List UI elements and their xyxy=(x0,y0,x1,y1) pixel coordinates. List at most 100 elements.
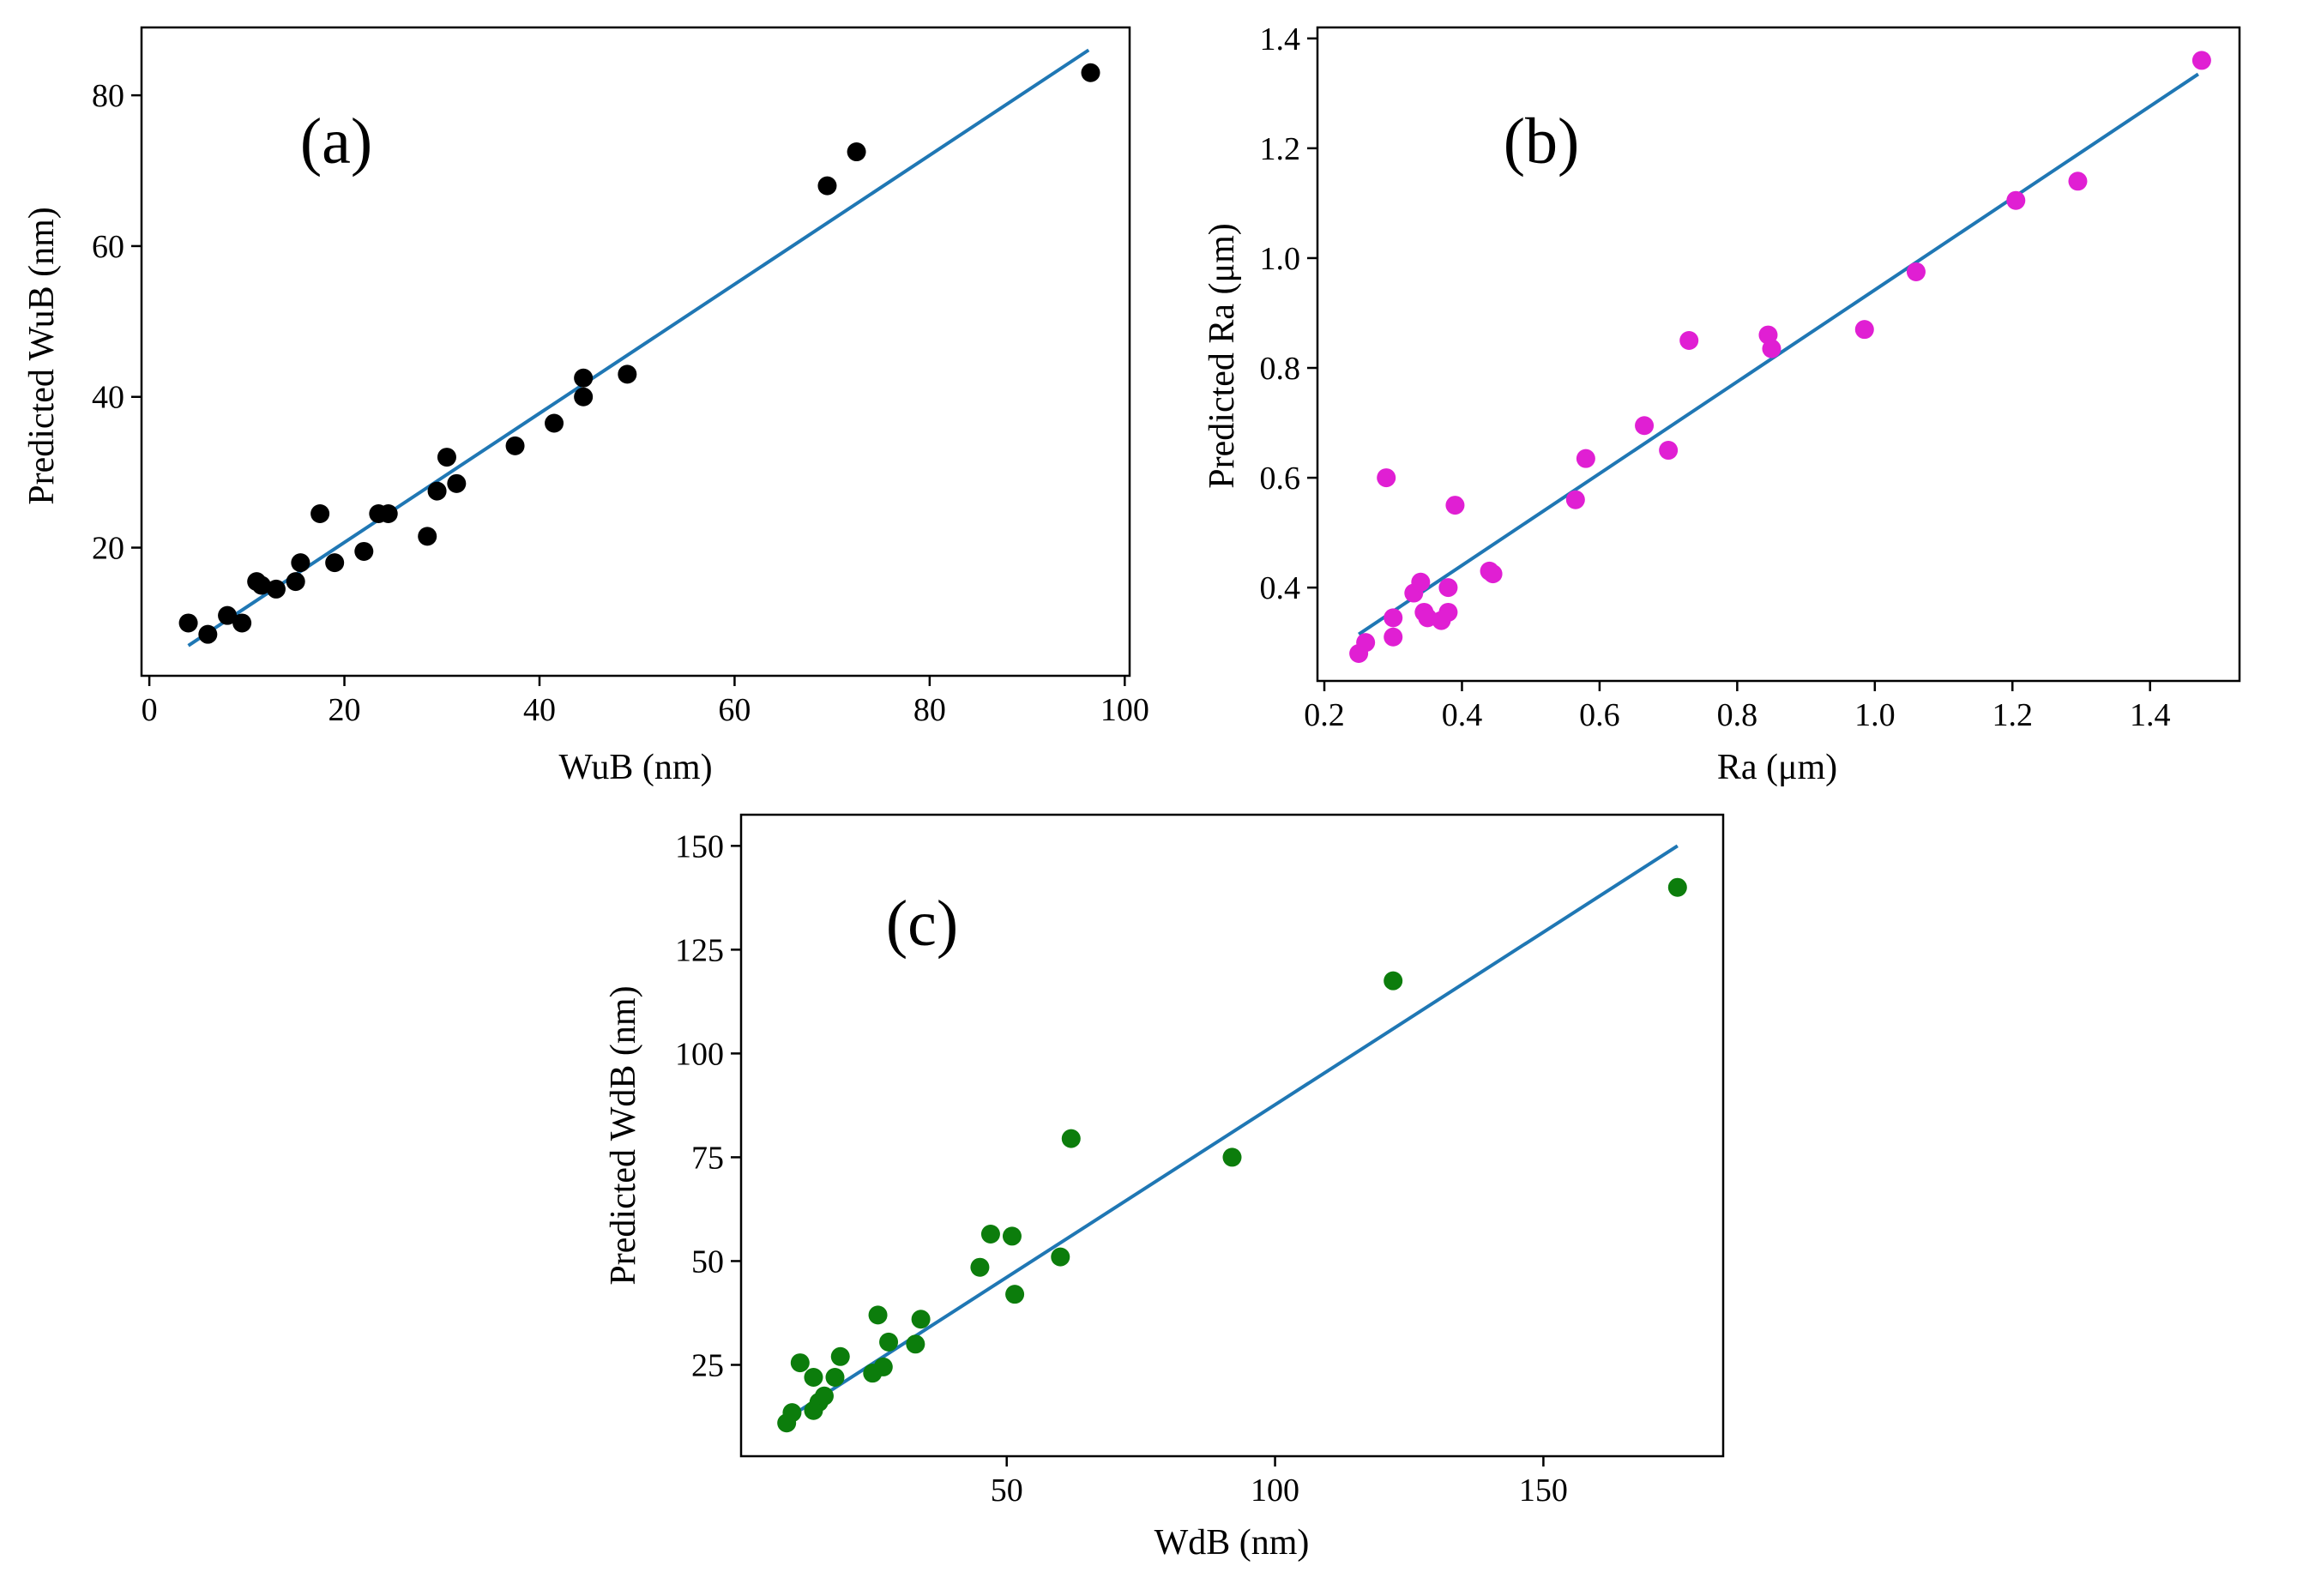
panel-a-data-point xyxy=(218,605,238,625)
panel-b-x-tick-label: 1.0 xyxy=(1854,697,1896,733)
panel-c-data-point xyxy=(873,1357,893,1376)
panel-a-data-point xyxy=(447,473,467,493)
panel-b-data-point xyxy=(1854,320,1874,340)
panel-a-x-tick-label: 100 xyxy=(1100,692,1149,728)
panel-a-data-point xyxy=(378,504,398,523)
panel-c-data-point xyxy=(1061,1129,1081,1148)
panel-a-y-tick-label: 80 xyxy=(92,78,124,114)
panel-b-data-point xyxy=(1576,449,1595,468)
panel-b-data-point xyxy=(1906,262,1926,281)
panel-c-x-tick-label: 100 xyxy=(1251,1473,1299,1509)
panel-a-data-point xyxy=(251,575,271,595)
panel-a-x-tick-label: 80 xyxy=(913,692,946,728)
panel-c-y-tick-label: 50 xyxy=(691,1244,724,1280)
panel-a-y-tick-label: 20 xyxy=(92,531,124,567)
panel-b-x-tick-label: 0.6 xyxy=(1579,697,1620,733)
panel-c-label: (c) xyxy=(886,888,958,960)
panel-c-x-axis-title: WdB (nm) xyxy=(1154,1523,1310,1563)
panel-c-data-point xyxy=(825,1368,845,1388)
panel-b-data-point xyxy=(1411,572,1431,592)
panel-b-data-point xyxy=(2006,190,2026,210)
panel-c-data-point xyxy=(1005,1285,1025,1304)
panel-b-x-tick-label: 0.2 xyxy=(1304,697,1345,733)
panel-c-x-tick-label: 50 xyxy=(991,1473,1023,1509)
panel-c-data-point xyxy=(1222,1147,1242,1167)
panel-b-x-tick-label: 1.4 xyxy=(2130,697,2171,733)
panel-a-x-tick-label: 40 xyxy=(523,692,556,728)
panel-c-data-point xyxy=(868,1305,888,1325)
panel-c-data-point xyxy=(1051,1247,1070,1267)
panel-b-x-tick-label: 0.8 xyxy=(1717,697,1758,733)
panel-b-data-point xyxy=(1384,627,1403,647)
panel-b-y-tick-label: 1.4 xyxy=(1260,21,1301,57)
panel-b-data-point xyxy=(1356,633,1376,653)
panel-a-data-point xyxy=(437,448,456,467)
panel-b-y-tick-label: 1.0 xyxy=(1260,241,1301,277)
panel-a-y-tick-label: 40 xyxy=(92,380,124,416)
panel-c-data-point xyxy=(1384,971,1403,991)
panel-b-data-point xyxy=(2068,172,2088,191)
panel-a-data-point xyxy=(545,413,564,433)
panel-a-y-axis-title: Predicted WuB (nm) xyxy=(22,207,62,504)
panel-c-data-point xyxy=(804,1368,823,1388)
panel-b-y-axis-title: Predicted Ra (μm) xyxy=(1203,223,1242,488)
panel-a: 0 20 40 60 80 100 20 40 60 80 (a) WuB (nm) Predic… xyxy=(22,26,1149,787)
panel-b-data-point xyxy=(1438,602,1458,622)
panel-c-data-point xyxy=(911,1310,931,1329)
panel-b-data-point xyxy=(2191,51,2211,70)
panel-a-data-point xyxy=(354,541,374,561)
panel-c-y-axis-title: Predicted WdB (nm) xyxy=(604,985,643,1285)
panel-a-data-point xyxy=(618,364,637,384)
panel-a-fit-line xyxy=(187,48,1090,647)
panel-b-data-point xyxy=(1565,490,1585,509)
panel-b-data-point xyxy=(1445,496,1465,515)
panel-c-y-tick-label: 150 xyxy=(675,828,724,864)
panel-b-x-axis-title: Ra (μm) xyxy=(1717,748,1837,787)
panel-b-y-tick-label: 0.6 xyxy=(1260,461,1301,497)
panel-c-data-point xyxy=(782,1403,802,1423)
panel-b-x-tick-label: 1.2 xyxy=(1992,697,2034,733)
panel-b: 0.2 0.4 0.6 0.8 1.0 1.2 1.40.40.60.81.01.21.4 … xyxy=(1203,21,2241,787)
panel-c-y-tick-label: 125 xyxy=(675,932,724,968)
panel-b-data-point xyxy=(1384,608,1403,628)
panel-c-fit-line xyxy=(786,844,1679,1421)
panel-a-data-point xyxy=(427,481,447,501)
panel-b-data-point xyxy=(1635,416,1655,436)
panel-c-data-point xyxy=(879,1332,899,1352)
panel-a-data-point xyxy=(847,142,866,162)
panel-c-data-point xyxy=(814,1386,834,1406)
panel-a-frame xyxy=(140,26,1131,678)
panel-a-x-axis-title: WuB (nm) xyxy=(558,748,712,787)
panel-c-data-point xyxy=(790,1353,810,1373)
panel-b-label: (b) xyxy=(1504,105,1580,178)
panel-b-y-tick-label: 0.8 xyxy=(1260,351,1301,387)
panel-b-frame xyxy=(1316,26,2241,683)
panel-c: 50 100 150 25 50 75 100 125 150 (c) WdB (nm) Pre… xyxy=(604,813,1725,1563)
panel-a-data-point xyxy=(266,579,286,599)
panel-c-data-point xyxy=(980,1224,1000,1244)
panel-a-data-point xyxy=(817,176,837,196)
panel-a-data-point xyxy=(418,527,437,546)
panel-c-data-point xyxy=(906,1334,925,1354)
panel-c-frame xyxy=(739,813,1725,1458)
panel-c-data-point xyxy=(830,1346,850,1366)
panel-b-y-tick-label: 0.4 xyxy=(1260,570,1301,606)
panel-a-x-tick-label: 0 xyxy=(142,692,158,728)
panel-a-x-tick-label: 60 xyxy=(718,692,751,728)
panel-b-data-point xyxy=(1438,578,1458,598)
panel-b-x-tick-label: 0.4 xyxy=(1442,697,1483,733)
panel-a-data-point xyxy=(1081,63,1100,82)
panel-a-data-point xyxy=(232,613,252,633)
panel-b-data-point xyxy=(1377,468,1396,488)
panel-b-data-point xyxy=(1762,339,1781,358)
panel-b-y-tick-label: 1.2 xyxy=(1260,131,1301,167)
panel-a-data-point xyxy=(325,553,345,573)
panel-a-data-point xyxy=(286,572,305,592)
panel-a-data-point xyxy=(310,504,330,523)
panel-c-y-tick-label: 25 xyxy=(691,1347,724,1383)
panel-a-data-point xyxy=(574,368,594,388)
panel-b-data-point xyxy=(1679,330,1699,350)
panel-a-data-point xyxy=(291,553,310,573)
panel-c-data-point xyxy=(1667,877,1687,897)
